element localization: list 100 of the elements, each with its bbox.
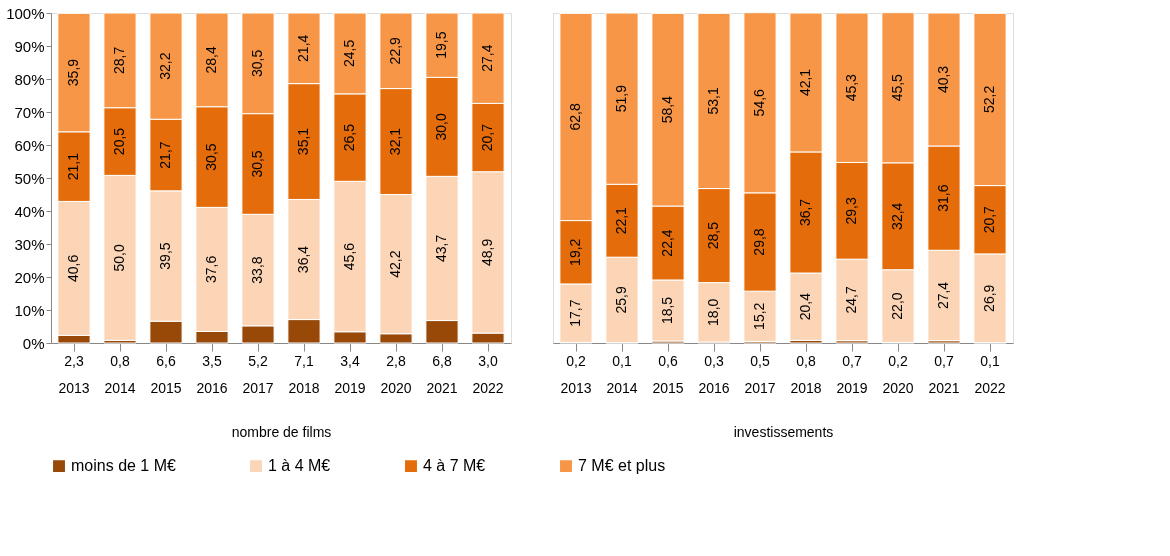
x-axis-title: nombre de films <box>231 423 332 440</box>
data-label: 30,5 <box>203 143 219 171</box>
data-label: 30,5 <box>249 150 265 178</box>
y-tick-label: 100% <box>6 4 45 22</box>
data-label: 35,1 <box>295 127 311 156</box>
data-label: 28,4 <box>203 46 219 74</box>
data-label: 3,4 <box>340 353 360 369</box>
data-label: 58,4 <box>659 95 675 124</box>
data-label: 21,4 <box>295 34 311 62</box>
data-label: 53,1 <box>705 87 721 115</box>
data-label: 0,2 <box>566 353 586 369</box>
legend-label: 1 à 4 M€ <box>268 457 331 475</box>
y-tick-label: 90% <box>14 37 45 55</box>
data-label: 50,0 <box>111 244 127 272</box>
data-label: 27,4 <box>479 44 495 72</box>
x-tick-label: 2014 <box>606 379 638 396</box>
data-label: 20,5 <box>111 127 127 156</box>
data-label: 35,9 <box>65 58 81 87</box>
data-label: 0,8 <box>110 353 130 369</box>
data-label: 40,3 <box>935 65 951 94</box>
data-label: 0,7 <box>842 353 862 369</box>
data-label: 32,2 <box>157 52 173 80</box>
data-label: 7,1 <box>294 353 314 369</box>
data-label: 28,5 <box>705 221 721 250</box>
data-label: 40,6 <box>65 254 81 283</box>
x-tick-label: 2013 <box>560 379 592 396</box>
data-label: 15,2 <box>751 302 767 330</box>
legend-label: 4 à 7 M€ <box>423 457 486 475</box>
legend-label: moins de 1 M€ <box>71 457 177 475</box>
data-label: 30,0 <box>433 113 449 141</box>
x-tick-label: 2015 <box>652 379 684 396</box>
y-tick-label: 70% <box>14 103 45 121</box>
data-label: 45,5 <box>889 73 905 102</box>
data-label: 51,9 <box>613 84 629 113</box>
data-label: 54,6 <box>751 88 767 117</box>
data-label: 19,5 <box>433 31 449 59</box>
data-label: 45,6 <box>341 242 357 271</box>
data-label: 27,4 <box>935 281 951 310</box>
legend-label: 7 M€ et plus <box>578 457 666 475</box>
x-tick-label: 2021 <box>928 379 960 396</box>
x-tick-label: 2022 <box>974 379 1006 396</box>
data-label: 0,6 <box>658 353 678 369</box>
x-tick-label: 2016 <box>196 379 228 396</box>
data-label: 32,1 <box>387 127 403 156</box>
data-label: 26,5 <box>341 123 357 152</box>
y-tick-label: 60% <box>14 136 45 154</box>
data-label: 24,7 <box>843 286 859 314</box>
data-label: 29,3 <box>843 197 859 225</box>
data-label: 2,3 <box>64 353 84 369</box>
x-tick-label: 2019 <box>334 379 366 396</box>
data-label: 29,8 <box>751 228 767 256</box>
data-label: 22,0 <box>889 292 905 320</box>
x-tick-label: 2015 <box>150 379 182 396</box>
data-label: 45,3 <box>843 73 859 102</box>
y-tick-label: 80% <box>14 70 45 88</box>
data-label: 39,5 <box>157 242 173 270</box>
x-tick-label: 2017 <box>242 379 274 396</box>
data-label: 52,2 <box>981 85 997 114</box>
data-label: 5,2 <box>248 353 268 369</box>
data-label: 24,5 <box>341 39 357 68</box>
x-tick-label: 2016 <box>698 379 730 396</box>
data-label: 19,2 <box>567 238 583 266</box>
data-label: 18,5 <box>659 296 675 325</box>
data-label: 33,8 <box>249 256 265 284</box>
data-label: 42,2 <box>387 250 403 278</box>
y-tick-label: 30% <box>14 235 45 253</box>
x-tick-label: 2020 <box>882 379 914 396</box>
data-label: 28,7 <box>111 46 127 74</box>
data-label: 36,4 <box>295 245 311 274</box>
data-label: 3,5 <box>202 353 222 369</box>
data-label: 42,1 <box>797 68 813 97</box>
data-label: 18,0 <box>705 298 721 326</box>
data-label: 6,8 <box>432 353 452 369</box>
data-label: 0,2 <box>888 353 908 369</box>
data-label: 36,7 <box>797 198 813 227</box>
data-label: 37,6 <box>203 255 219 284</box>
x-tick-label: 2021 <box>426 379 458 396</box>
data-label: 30,5 <box>249 49 265 77</box>
data-label: 17,7 <box>567 299 583 327</box>
x-axis-title: investissements <box>733 423 834 440</box>
y-tick-label: 20% <box>14 268 45 286</box>
x-tick-label: 2017 <box>744 379 776 396</box>
data-label: 6,6 <box>156 353 176 369</box>
data-label: 31,6 <box>935 184 951 212</box>
data-label: 62,8 <box>567 103 583 131</box>
data-label: 22,4 <box>659 229 675 257</box>
data-label: 0,5 <box>750 353 770 369</box>
data-label: 21,7 <box>157 141 173 169</box>
data-label: 20,7 <box>981 205 997 234</box>
x-tick-label: 2018 <box>790 379 822 396</box>
data-label: 0,1 <box>980 353 1000 369</box>
data-label: 0,3 <box>704 353 724 369</box>
data-label: 43,7 <box>433 234 449 263</box>
data-label: 3,0 <box>478 353 498 369</box>
y-tick-label: 40% <box>14 202 45 220</box>
y-tick-label: 10% <box>14 301 45 319</box>
data-label: 0,7 <box>934 353 954 369</box>
data-label: 22,1 <box>613 206 629 235</box>
y-tick-label: 0% <box>22 334 45 352</box>
data-label: 25,9 <box>613 286 629 314</box>
